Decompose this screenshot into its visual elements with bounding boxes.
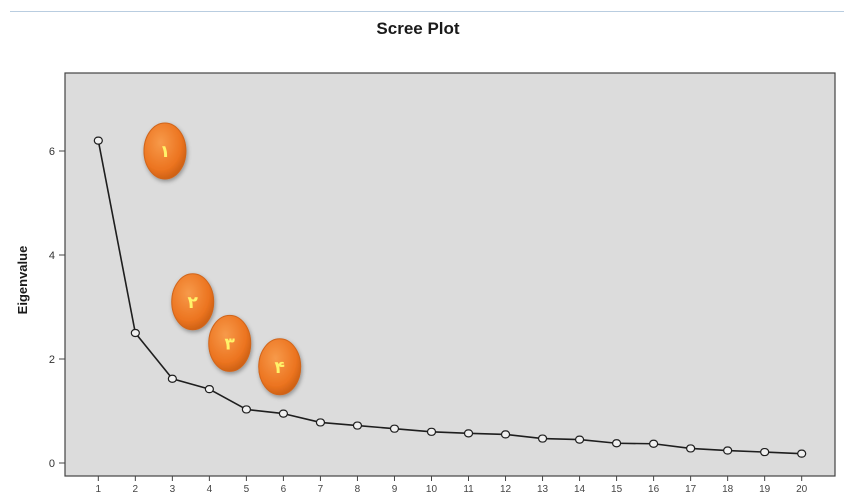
- series-line-segment: [690, 447, 728, 452]
- x-tick-label: 12: [500, 484, 512, 495]
- series-line-segment: [653, 442, 691, 450]
- x-tick-label: 11: [463, 484, 474, 495]
- data-point-marker: [167, 374, 177, 383]
- series-line-segment: [542, 437, 580, 441]
- x-tick-label: 14: [574, 484, 586, 495]
- series-line-segment: [172, 377, 210, 390]
- annotation-badge: [171, 273, 215, 331]
- series-line-segment: [431, 431, 469, 435]
- y-tick-label: 0: [49, 458, 55, 470]
- data-point-marker: [93, 136, 103, 145]
- x-tick-label: 10: [426, 484, 438, 495]
- x-tick-label: 18: [722, 484, 734, 495]
- series-line-segment: [357, 424, 395, 430]
- annotation-badge-label: ٣: [225, 334, 236, 354]
- y-axis-label: Eigenvalue: [15, 246, 30, 315]
- data-point-marker: [352, 421, 363, 430]
- data-point-marker: [537, 434, 548, 443]
- x-tick-label: 4: [207, 484, 213, 495]
- data-point-marker: [760, 447, 770, 457]
- data-point-marker: [723, 446, 733, 455]
- data-point-marker: [315, 418, 326, 427]
- series-line-segment: [283, 412, 321, 424]
- annotation-badge-label: ١: [160, 142, 170, 162]
- series-line-segment: [764, 451, 802, 455]
- data-point-marker: [649, 439, 659, 448]
- series-line-segment: [468, 432, 506, 436]
- x-tick-label: 15: [611, 484, 623, 495]
- series-line-segment: [97, 140, 137, 334]
- data-point-marker: [204, 385, 214, 394]
- series-line-segment: [134, 332, 173, 380]
- data-point-marker: [797, 449, 807, 458]
- series-line-segment: [394, 427, 432, 433]
- series-line-segment: [320, 421, 358, 427]
- annotation-badge-label: ٢: [188, 293, 199, 313]
- series-line-segment: [579, 438, 617, 445]
- data-point-marker: [278, 409, 289, 418]
- series-line-segment: [246, 408, 284, 415]
- x-tick-label: 1: [96, 484, 102, 495]
- series-line-segment: [208, 388, 247, 411]
- y-tick-label: 4: [49, 250, 55, 262]
- y-tick-label: 2: [49, 354, 55, 366]
- x-tick-label: 19: [759, 484, 771, 495]
- data-point-marker: [130, 328, 140, 338]
- data-point-marker: [686, 444, 696, 453]
- x-tick-label: 17: [685, 484, 697, 495]
- x-tick-label: 20: [796, 484, 808, 495]
- x-tick-label: 16: [648, 484, 660, 495]
- data-point-marker: [389, 424, 400, 433]
- top-divider: [10, 11, 844, 12]
- x-tick-label: 9: [392, 484, 398, 495]
- data-point-marker: [611, 439, 622, 448]
- x-tick-label: 7: [318, 484, 324, 495]
- annotation-badge: [143, 122, 187, 180]
- x-tick-label: 5: [244, 484, 250, 495]
- x-tick-label: 6: [281, 484, 287, 495]
- series-line-segment: [616, 442, 654, 445]
- annotation-badge: [258, 338, 302, 396]
- series-line-segment: [505, 433, 543, 440]
- x-tick-label: 2: [133, 484, 139, 495]
- x-tick-label: 8: [355, 484, 361, 495]
- annotation-badge: [208, 314, 252, 372]
- data-point-marker: [500, 430, 511, 439]
- annotation-badge-label: ۴: [275, 358, 285, 378]
- x-tick-label: 3: [170, 484, 176, 495]
- y-tick-label: 6: [49, 146, 55, 158]
- data-point-marker: [463, 429, 474, 438]
- data-point-marker: [241, 405, 251, 414]
- data-point-marker: [426, 427, 437, 436]
- chart-title: Scree Plot: [376, 19, 459, 38]
- x-tick-label: 13: [537, 484, 549, 495]
- series-line-segment: [727, 449, 765, 453]
- data-point-marker: [574, 435, 585, 444]
